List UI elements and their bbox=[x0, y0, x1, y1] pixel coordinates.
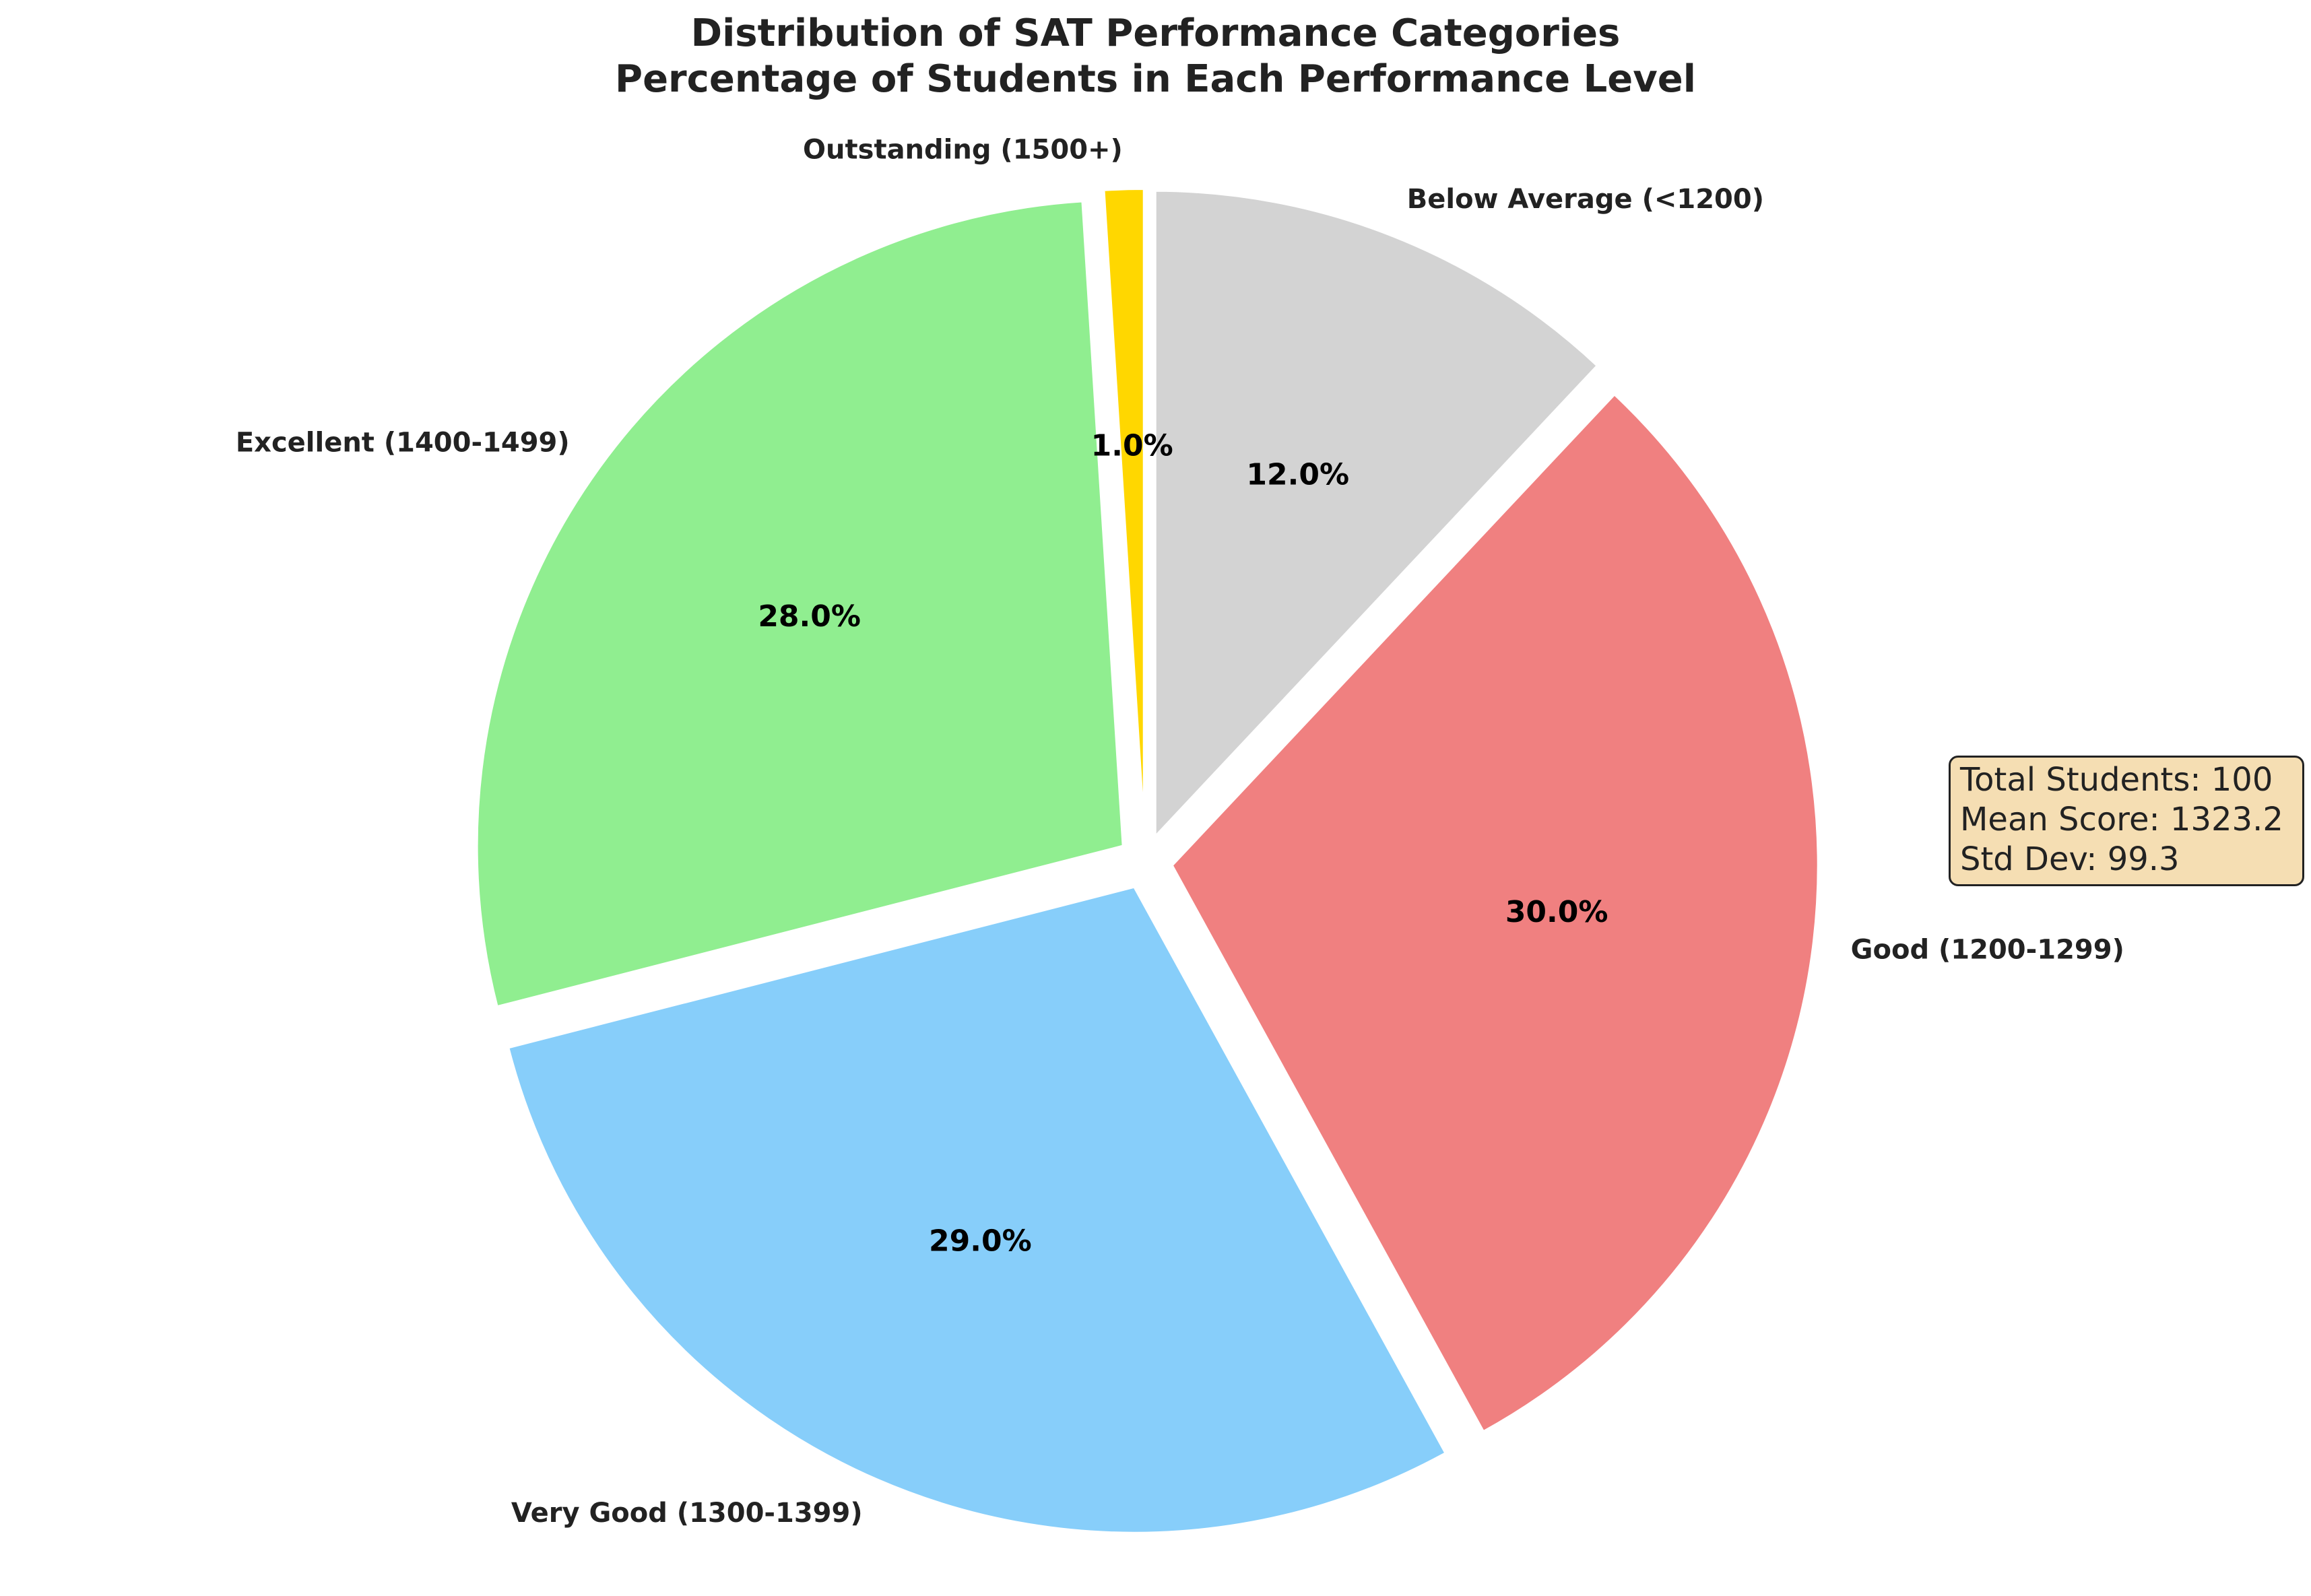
stats-mean: Mean Score: 1323.2 bbox=[1960, 801, 2283, 838]
stats-std: Std Dev: 99.3 bbox=[1960, 840, 2180, 878]
pct-label-outstanding-1500: 1.0% bbox=[1091, 428, 1173, 463]
chart-title-line: Distribution of SAT Performance Categori… bbox=[690, 11, 1621, 55]
chart-title: Distribution of SAT Performance Categori… bbox=[0, 11, 2311, 102]
stats-total: Total Students: 100 bbox=[1960, 761, 2273, 799]
pct-label-below-average-1200: 12.0% bbox=[1246, 457, 1349, 492]
pct-label-very-good-1300-1399: 29.0% bbox=[929, 1224, 1032, 1258]
pct-label-good-1200-1299: 30.0% bbox=[1505, 895, 1608, 929]
slice-label-outstanding-1500: Outstanding (1500+) bbox=[803, 135, 1123, 166]
pie-slices bbox=[475, 187, 1820, 1535]
slice-label-below-average-1200: Below Average (<1200) bbox=[1407, 184, 1764, 215]
slice-label-excellent-1400-1499: Excellent (1400-1499) bbox=[236, 427, 570, 458]
slice-label-very-good-1300-1399: Very Good (1300-1399) bbox=[511, 1498, 863, 1529]
stats-box: Total Students: 100 Mean Score: 1323.2 S… bbox=[1949, 756, 2304, 886]
pie-slice-below-average-1200 bbox=[1153, 189, 1600, 840]
chart-subtitle-line: Percentage of Students in Each Performan… bbox=[615, 57, 1696, 101]
pie-slice-excellent-1400-1499 bbox=[475, 199, 1125, 1009]
pie-slice-outstanding-1500 bbox=[1102, 187, 1146, 836]
pie-slice-very-good-1300-1399 bbox=[506, 885, 1448, 1535]
pct-label-excellent-1400-1499: 28.0% bbox=[758, 599, 861, 634]
slice-label-good-1200-1299: Good (1200-1299) bbox=[1851, 934, 2124, 965]
pie-slice-good-1200-1299 bbox=[1170, 392, 1820, 1434]
